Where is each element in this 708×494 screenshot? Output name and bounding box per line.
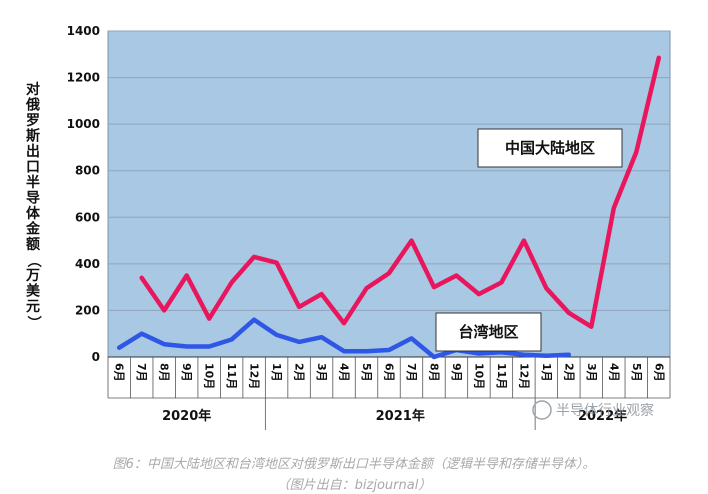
y-axis-title-char: ） [25,316,41,330]
y-axis-title-char: 万 [25,268,40,284]
year-label: 2020年 [162,408,211,424]
x-tick-label: 10月 [203,363,216,389]
y-tick-label: 200 [75,303,100,317]
x-tick-label: 8月 [427,363,440,382]
x-tick-label: 6月 [652,363,665,382]
x-tick-label: 3月 [315,363,328,382]
y-axis-title-char: 对 [26,81,40,98]
series-label: 中国大陆地区 [505,139,595,157]
y-axis-title-char: 额 [26,236,40,253]
y-axis-title-char: 口 [26,160,40,176]
y-axis-title-char: 斯 [26,128,40,145]
x-tick-label: 3月 [585,363,598,382]
x-tick-label: 5月 [630,363,643,382]
figure-caption: 图6：中国大陆地区和台湾地区对俄罗斯出口半导体金额（逻辑半导和存储半导体）。 [112,457,596,472]
y-axis-title-char: 金 [25,221,41,238]
y-axis-title-char: 出 [26,143,40,160]
x-tick-label: 2月 [562,363,575,382]
y-tick-label: 1000 [67,117,100,131]
y-axis-title-char: 导 [26,191,40,207]
y-tick-label: 400 [75,257,100,271]
x-tick-label: 8月 [158,363,171,382]
series-label-box [477,128,623,168]
series-line-2 [116,317,572,360]
x-tick-label: 9月 [180,363,193,382]
watermark-logo-icon [532,400,552,420]
x-tick-label: 7月 [405,363,418,382]
y-axis-title-char: 俄 [25,97,40,114]
y-axis-title-char: 半 [26,174,40,191]
y-tick-label: 0 [92,350,100,364]
y-axis-title-char: 罗 [26,113,40,129]
x-tick-label: 12月 [248,363,261,389]
x-tick-label: 1月 [270,363,283,382]
x-tick-label: 4月 [607,363,620,382]
figure-source: （图片出自：bizjournal） [276,478,432,493]
x-tick-label: 6月 [113,363,126,382]
series-line-1 [139,55,662,329]
x-tick-label: 12月 [517,363,530,389]
y-axis-title-char: 美 [26,283,41,300]
series-label-box [435,312,542,352]
series-label: 台湾地区 [458,323,518,341]
x-tick-label: 10月 [472,363,485,389]
x-tick-label: 11月 [225,363,238,389]
x-tick-label: 5月 [360,363,373,382]
watermark-text: 半导体行业观察 [556,402,654,419]
y-axis-title-char: （ [25,254,41,268]
x-tick-label: 7月 [135,363,148,382]
x-tick-label: 9月 [450,363,463,382]
x-tick-label: 4月 [338,363,351,382]
y-axis-title-char: 元 [26,299,40,315]
plot-area [107,30,671,358]
x-tick-label: 11月 [495,363,508,389]
x-tick-label: 6月 [383,363,396,382]
y-tick-label: 1400 [67,24,100,38]
y-axis-title-char: 体 [26,205,41,222]
x-tick-label: 1月 [540,363,553,382]
y-tick-label: 600 [75,210,100,224]
year-label: 2021年 [376,408,425,424]
y-tick-label: 1200 [67,71,100,85]
y-tick-label: 800 [75,164,100,178]
year-label: 2022年 [578,408,627,424]
x-tick-label: 2月 [293,363,306,382]
